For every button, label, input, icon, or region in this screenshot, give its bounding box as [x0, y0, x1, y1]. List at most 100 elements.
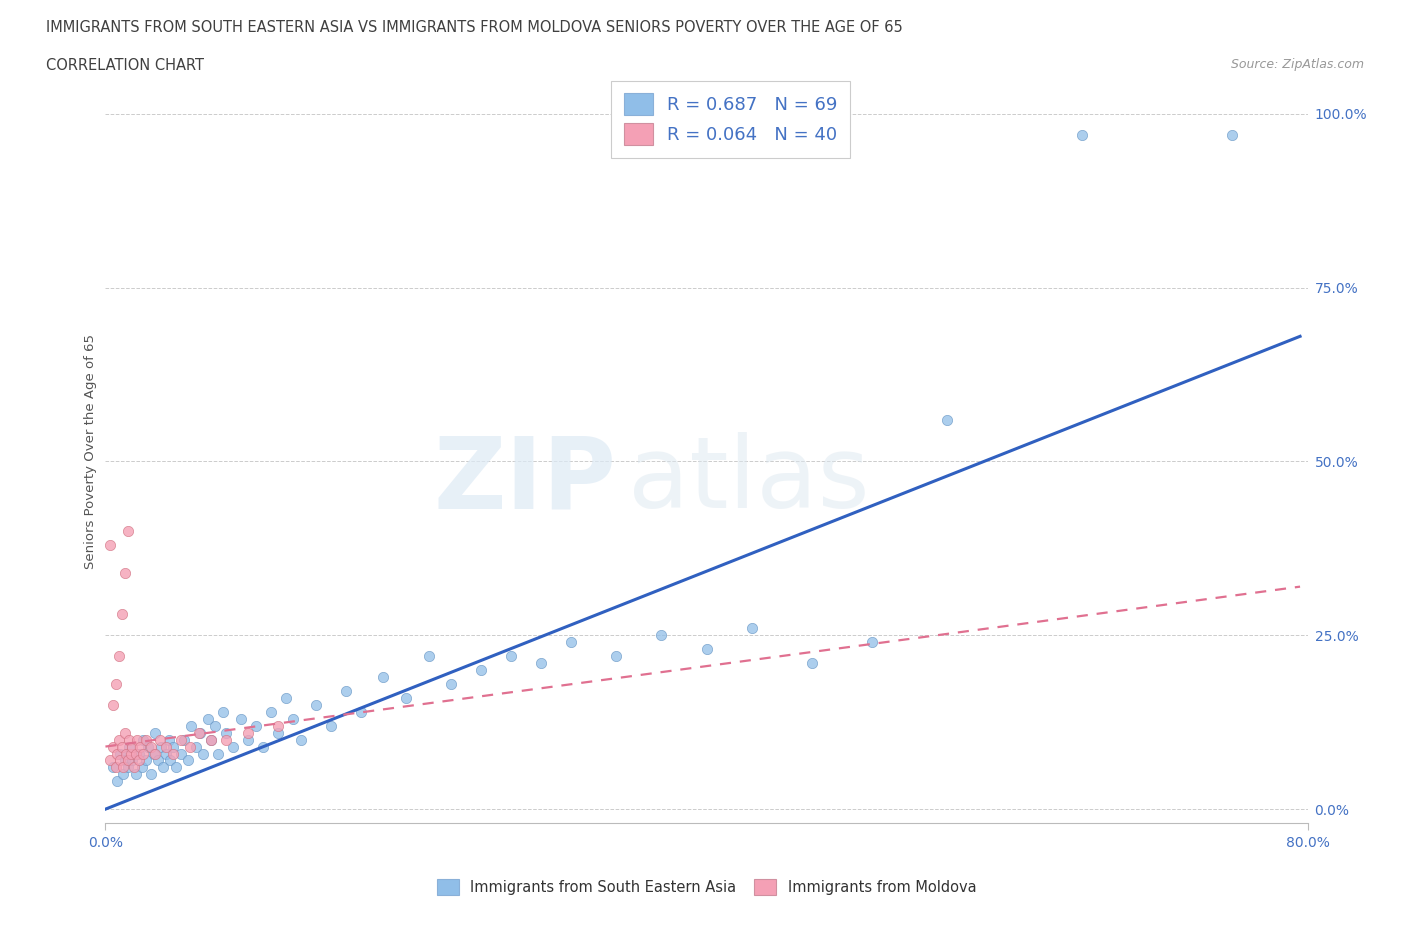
Point	[129, 739, 152, 754]
Point	[229, 711, 252, 726]
Point	[169, 746, 191, 761]
Point	[530, 656, 553, 671]
Point	[267, 725, 290, 740]
Point	[501, 649, 523, 664]
Point	[335, 684, 357, 698]
Point	[115, 746, 138, 761]
Point	[135, 732, 157, 747]
Point	[132, 746, 155, 761]
Point	[155, 739, 177, 754]
Point	[238, 732, 260, 747]
Point	[128, 753, 150, 768]
Point	[222, 739, 245, 754]
Point	[152, 760, 174, 775]
Point	[1071, 127, 1094, 142]
Point	[184, 739, 207, 754]
Point	[135, 753, 157, 768]
Point	[121, 753, 143, 768]
Point	[139, 739, 162, 754]
Point	[118, 732, 141, 747]
Point	[200, 732, 222, 747]
Point	[605, 649, 627, 664]
Point	[440, 676, 463, 691]
Point	[111, 739, 134, 754]
Text: atlas: atlas	[628, 432, 870, 529]
Point	[124, 767, 146, 782]
Legend: Immigrants from South Eastern Asia, Immigrants from Moldova: Immigrants from South Eastern Asia, Immi…	[432, 873, 981, 901]
Point	[696, 642, 718, 657]
Text: Source: ZipAtlas.com: Source: ZipAtlas.com	[1230, 58, 1364, 71]
Point	[936, 412, 959, 427]
Point	[207, 746, 229, 761]
Point	[125, 732, 148, 747]
Point	[162, 746, 184, 761]
Point	[238, 725, 260, 740]
Point	[214, 725, 236, 740]
Point	[214, 732, 236, 747]
Point	[155, 746, 177, 761]
Point	[98, 538, 121, 552]
Point	[104, 760, 127, 775]
Point	[319, 718, 342, 733]
Point	[169, 732, 191, 747]
Point	[162, 739, 184, 754]
Point	[120, 746, 142, 761]
Point	[187, 725, 209, 740]
Point	[121, 739, 143, 754]
Point	[98, 753, 121, 768]
Point	[107, 746, 129, 761]
Point	[157, 732, 180, 747]
Point	[124, 746, 146, 761]
Point	[150, 739, 173, 754]
Point	[245, 718, 267, 733]
Point	[267, 718, 290, 733]
Point	[101, 739, 124, 754]
Text: CORRELATION CHART: CORRELATION CHART	[46, 58, 204, 73]
Y-axis label: Seniors Poverty Over the Age of 65: Seniors Poverty Over the Age of 65	[84, 334, 97, 568]
Point	[146, 753, 169, 768]
Point	[110, 753, 132, 768]
Text: IMMIGRANTS FROM SOUTH EASTERN ASIA VS IMMIGRANTS FROM MOLDOVA SENIORS POVERTY OV: IMMIGRANTS FROM SOUTH EASTERN ASIA VS IM…	[46, 20, 903, 35]
Point	[101, 760, 124, 775]
Text: ZIP: ZIP	[433, 432, 616, 529]
Point	[305, 698, 328, 712]
Point	[252, 739, 274, 754]
Point	[143, 746, 166, 761]
Point	[142, 746, 165, 761]
Point	[290, 732, 312, 747]
Point	[373, 670, 395, 684]
Point	[122, 760, 145, 775]
Point	[197, 711, 219, 726]
Point	[650, 628, 672, 643]
Point	[104, 676, 127, 691]
Point	[132, 732, 155, 747]
Point	[114, 753, 136, 768]
Point	[211, 704, 233, 719]
Point	[114, 725, 136, 740]
Point	[108, 649, 131, 664]
Point	[470, 663, 492, 678]
Point	[111, 607, 134, 622]
Point	[101, 698, 124, 712]
Point	[800, 656, 823, 671]
Point	[274, 690, 297, 705]
Point	[1222, 127, 1244, 142]
Point	[112, 767, 135, 782]
Point	[117, 753, 139, 768]
Point	[110, 746, 132, 761]
Point	[200, 732, 222, 747]
Point	[350, 704, 373, 719]
Point	[179, 739, 201, 754]
Point	[159, 753, 181, 768]
Point	[283, 711, 305, 726]
Point	[191, 746, 214, 761]
Point	[117, 760, 139, 775]
Point	[395, 690, 418, 705]
Point	[148, 732, 170, 747]
Point	[139, 767, 162, 782]
Point	[131, 760, 153, 775]
Point	[165, 760, 187, 775]
Point	[112, 760, 135, 775]
Point	[188, 725, 211, 740]
Point	[128, 746, 150, 761]
